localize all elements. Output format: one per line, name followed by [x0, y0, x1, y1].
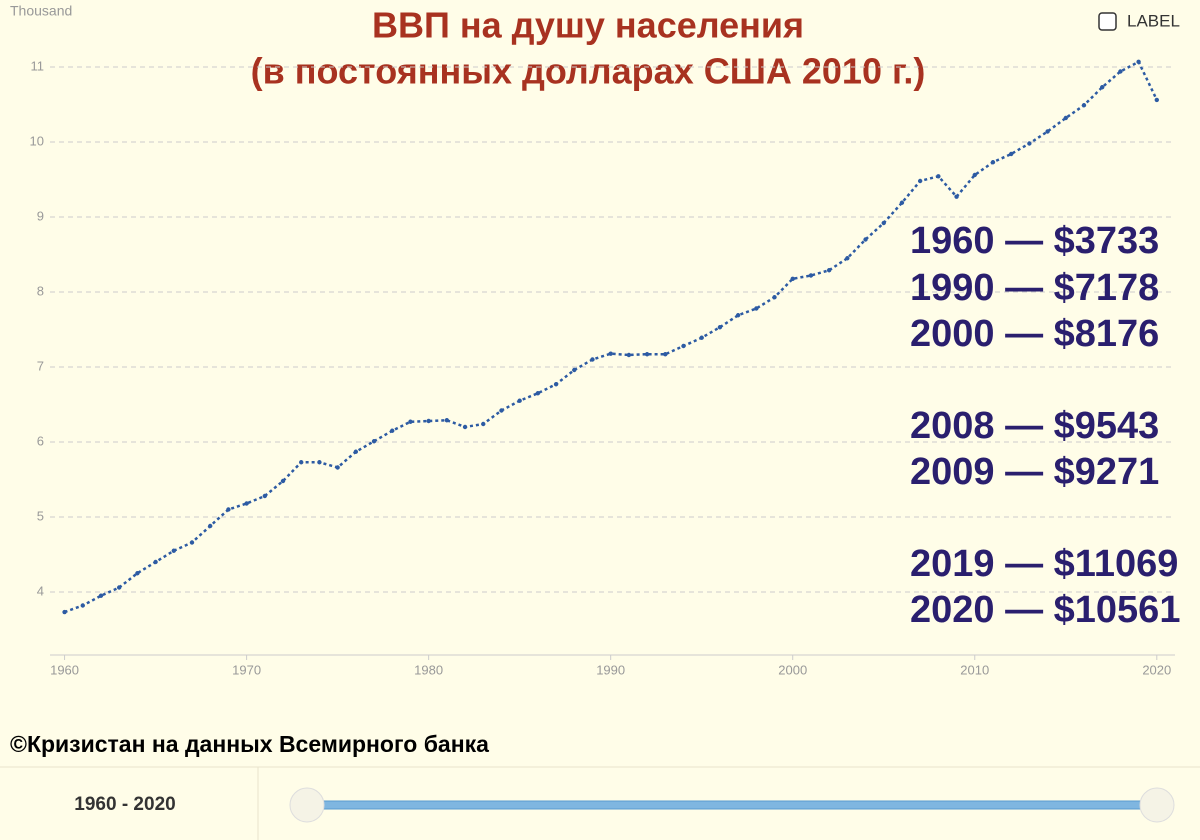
point — [1099, 85, 1105, 90]
range-track[interactable] — [306, 800, 1158, 810]
y-tick-label: 11 — [31, 58, 45, 73]
point — [207, 523, 213, 529]
point — [189, 540, 195, 545]
point — [499, 408, 504, 413]
y-tick-label: 9 — [37, 208, 44, 223]
point — [317, 460, 322, 465]
point — [881, 220, 886, 226]
point — [1045, 129, 1050, 134]
range-label: 1960 - 2020 — [74, 794, 175, 815]
y-tick-label: 10 — [30, 133, 44, 148]
point — [936, 174, 941, 179]
point — [371, 439, 377, 444]
point — [863, 237, 868, 242]
point — [845, 256, 850, 261]
point — [590, 357, 595, 362]
x-tick-label: 2010 — [960, 662, 989, 677]
x-tick-label: 1970 — [232, 662, 261, 677]
x-tick-label: 1960 — [50, 662, 79, 677]
point — [553, 382, 559, 387]
point — [899, 200, 905, 205]
point — [335, 465, 340, 470]
point — [572, 367, 577, 373]
y-tick-label: 8 — [37, 283, 44, 298]
point — [262, 493, 268, 499]
label-toggle[interactable]: LABEL — [1098, 11, 1180, 31]
point — [990, 160, 996, 165]
annotation: 2019 — $11069 — [910, 543, 1178, 585]
point — [462, 424, 468, 430]
annotation: 2008 — $9543 — [910, 405, 1159, 447]
point — [244, 501, 249, 506]
point — [1063, 115, 1068, 121]
point — [608, 351, 613, 356]
point — [1081, 103, 1087, 108]
toggle-label[interactable]: LABEL — [1127, 11, 1180, 30]
point — [1154, 97, 1159, 103]
range-handle[interactable] — [1139, 787, 1175, 823]
annotation: 1960 — $3733 — [910, 220, 1159, 262]
point — [1008, 151, 1014, 157]
point — [116, 585, 122, 590]
point — [426, 418, 431, 424]
point — [481, 421, 486, 427]
point — [917, 178, 923, 184]
point — [754, 306, 759, 311]
annotation: 2020 — $10561 — [910, 589, 1180, 631]
point — [98, 593, 104, 598]
point — [790, 276, 795, 281]
point — [644, 352, 650, 357]
point — [62, 609, 67, 615]
y-tick-label: 6 — [37, 433, 44, 448]
annotation: 2000 — $8176 — [910, 313, 1159, 355]
chart-title: ВВП на душу населения — [372, 5, 804, 46]
point — [699, 335, 704, 340]
chart-subtitle: (в постоянных долларах США 2010 г.) — [251, 51, 926, 92]
x-tick-label: 1990 — [596, 662, 625, 677]
y-tick-label: 4 — [37, 583, 44, 598]
source-note: ©Кризистан на данных Всемирного банка — [10, 731, 489, 757]
x-tick-label: 2000 — [778, 662, 807, 677]
point — [681, 343, 686, 349]
point — [299, 460, 304, 465]
annotation: 1990 — $7178 — [910, 267, 1159, 309]
point — [735, 313, 741, 318]
y-unit-label: Thousand — [10, 3, 72, 19]
point — [808, 273, 814, 278]
y-tick-label: 5 — [37, 508, 44, 523]
point — [717, 325, 723, 330]
point — [826, 268, 832, 273]
point — [772, 295, 777, 300]
point — [1136, 59, 1141, 65]
point — [226, 507, 231, 512]
point — [535, 391, 541, 396]
point — [353, 449, 359, 454]
x-tick-label: 2020 — [1142, 662, 1171, 677]
range-handle[interactable] — [289, 787, 325, 823]
point — [408, 419, 413, 424]
point — [444, 418, 450, 423]
x-tick-label: 1980 — [414, 662, 443, 677]
point — [390, 428, 395, 433]
point — [135, 571, 140, 576]
range-panel: 1960 - 2020 — [0, 766, 1200, 840]
annotation: 2009 — $9271 — [910, 451, 1159, 493]
point — [1027, 141, 1032, 146]
point — [626, 352, 632, 358]
point — [954, 194, 959, 199]
point — [171, 548, 176, 553]
point — [80, 603, 85, 608]
point — [280, 478, 286, 484]
point — [663, 352, 668, 357]
y-tick-label: 7 — [37, 358, 44, 373]
checkbox[interactable] — [1098, 12, 1117, 31]
point — [972, 172, 977, 178]
point — [1118, 69, 1123, 74]
point — [517, 398, 522, 403]
point — [153, 559, 158, 565]
